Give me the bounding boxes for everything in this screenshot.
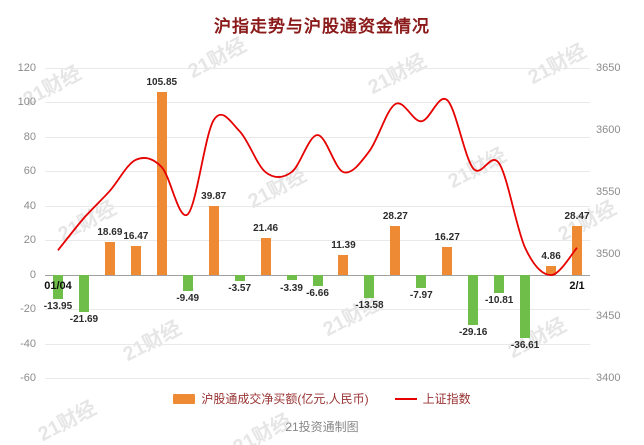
bar: [416, 274, 427, 289]
bar-value-label: 18.69: [97, 227, 123, 239]
gridline: [45, 309, 590, 311]
bar-value-label: -7.97: [409, 290, 433, 302]
bar: [494, 274, 505, 294]
bar: [442, 246, 453, 275]
line-swatch-icon: [394, 397, 417, 400]
bar-value-label: 28.47: [564, 210, 590, 222]
index-line: [57, 97, 578, 277]
bar: [364, 274, 375, 299]
legend-bar-label: 沪股通成交净买额(亿元,人民币): [201, 392, 369, 406]
bar-value-label: -9.49: [176, 293, 200, 304]
right-axis-tick: 3550: [596, 186, 621, 198]
bar-value-label: 11.39: [331, 240, 356, 252]
bar: [468, 274, 479, 325]
bar: [52, 274, 63, 299]
gridline: [45, 378, 590, 379]
bar-value-label: 39.87: [201, 191, 227, 202]
bar: [78, 274, 89, 312]
bar: [182, 274, 193, 291]
legend-line-label: 上证指数: [422, 392, 471, 406]
gridline: [45, 343, 590, 345]
right-axis-tick: 3500: [596, 248, 621, 260]
legend: 沪股通成交净买额(亿元,人民币) 上证指数: [0, 390, 644, 407]
bar-value-label: 16.47: [123, 231, 149, 243]
plot-area: -13.95 -21.69 18.69 16.47 105.85 -9.49 39.87 -3…: [44, 68, 590, 379]
bar: [260, 237, 271, 275]
bar: [312, 274, 323, 287]
right-axis: 3650 3600 3550 3500 3450 3400: [596, 62, 642, 384]
legend-item-line: 上证指数: [394, 390, 471, 407]
left-axis-tick: 120: [17, 62, 36, 74]
bar-value-label: -13.58: [355, 300, 384, 312]
right-axis-tick: 3450: [596, 310, 621, 322]
x-axis-label: 01/04: [44, 279, 72, 292]
bar: [572, 225, 583, 275]
gridline: [45, 205, 590, 207]
gridline: [45, 171, 590, 173]
left-axis: 120 100 80 60 40 20 0 -20 -40 -60: [0, 62, 38, 384]
bar-value-label: -36.61: [510, 339, 540, 351]
gridline: [45, 240, 590, 242]
left-axis-tick: 20: [23, 234, 36, 247]
bar-value-label: -3.39: [280, 282, 303, 294]
bar: [286, 274, 297, 281]
left-axis-tick: 60: [23, 165, 36, 178]
bar: [130, 246, 141, 275]
bar: [390, 225, 401, 275]
left-axis-tick: -40: [20, 337, 36, 350]
bar: [156, 92, 167, 275]
bar: [234, 274, 245, 281]
right-axis-tick: 3650: [596, 62, 621, 74]
bar-value-label: -13.95: [43, 300, 73, 312]
index-line-path: [57, 97, 578, 277]
bar-value-label: -21.69: [69, 314, 99, 326]
bar: [520, 274, 531, 338]
bar-value-label: 21.46: [253, 222, 279, 234]
bar-value-label: -29.16: [459, 326, 488, 338]
bar: [208, 206, 219, 275]
bar-value-label: 16.27: [434, 231, 460, 243]
gridline: [45, 68, 590, 69]
bar: [546, 266, 557, 275]
bar-swatch-icon: [173, 393, 196, 404]
left-axis-tick: 100: [17, 96, 36, 109]
bar-value-label: 28.27: [382, 210, 408, 222]
chart-title: 沪指走势与沪股通资金情况: [214, 17, 430, 36]
legend-item-bar: 沪股通成交净买额(亿元,人民币): [173, 390, 369, 407]
bar-value-label: 4.86: [541, 251, 561, 263]
bar-value-label: -6.66: [306, 288, 329, 300]
bar: [338, 255, 349, 275]
left-axis-tick: 80: [23, 130, 36, 143]
bar-value-label: 105.85: [146, 77, 178, 89]
x-axis-label: 2/1: [569, 279, 585, 292]
right-axis-tick: 3400: [596, 372, 621, 384]
left-axis-tick: 40: [23, 199, 36, 212]
footer-credit: 21投资通制图: [285, 420, 359, 434]
left-axis-tick: 0: [29, 268, 36, 281]
bar: [104, 242, 115, 275]
right-axis-tick: 3600: [596, 124, 621, 136]
left-axis-tick: -20: [20, 303, 36, 316]
gridline: [45, 102, 590, 104]
bar-value-label: -10.81: [484, 295, 514, 307]
bar-value-label: -3.57: [228, 282, 252, 294]
left-axis-tick: -60: [20, 372, 36, 384]
gridline: [45, 136, 590, 138]
